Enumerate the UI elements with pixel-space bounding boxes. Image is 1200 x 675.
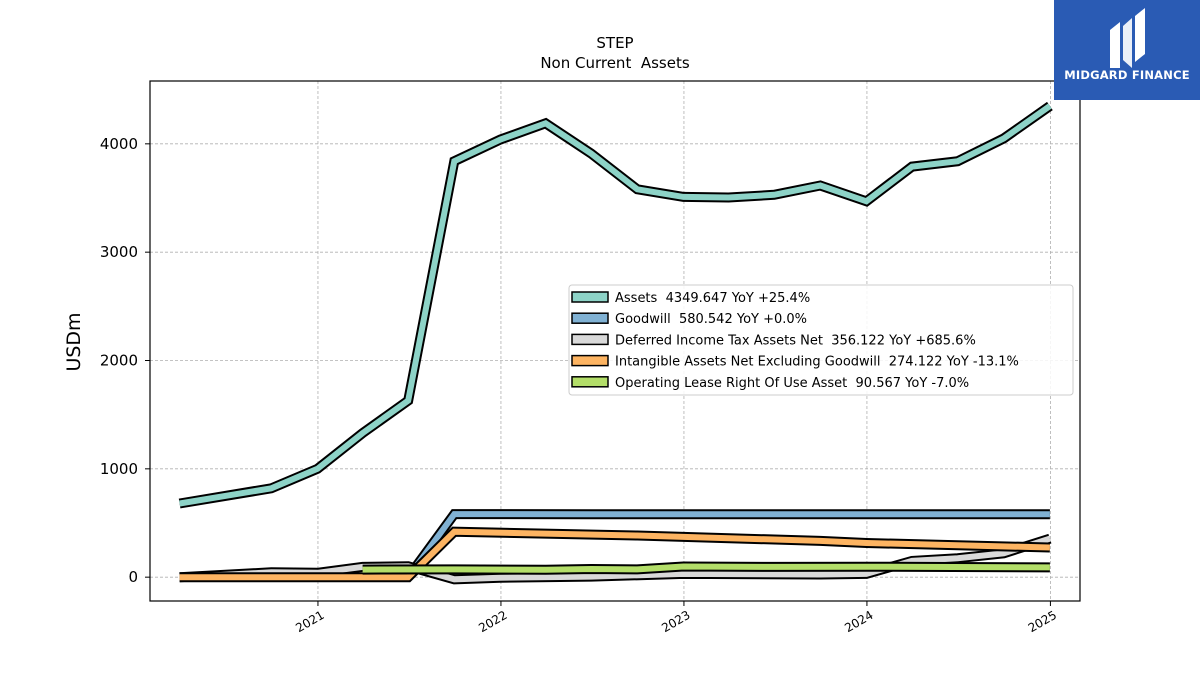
chart-subtitle: Non Current Assets — [540, 54, 690, 72]
y-tick-label: 1000 — [100, 460, 138, 478]
y-tick-label: 3000 — [100, 243, 138, 261]
legend-label: Assets 4349.647 YoY +25.4% — [615, 291, 810, 306]
x-tick-label: 2025 — [1026, 608, 1059, 635]
series-line — [179, 103, 1052, 507]
series-2 — [179, 533, 1052, 585]
legend-label: Deferred Income Tax Assets Net 356.122 Y… — [615, 333, 976, 348]
legend-swatch — [571, 312, 609, 324]
brand-logo: MIDGARD FINANCE — [1054, 0, 1200, 100]
y-tick-label: 0 — [128, 568, 138, 586]
y-axis-label: USDm — [63, 312, 85, 371]
legend-swatch — [571, 376, 609, 388]
series-1 — [404, 509, 1050, 581]
series-0 — [178, 101, 1053, 509]
series-3 — [179, 526, 1051, 583]
brand-mark-icon — [1110, 8, 1145, 68]
brand-name: MIDGARD FINANCE — [1064, 68, 1190, 82]
series-line — [405, 511, 1050, 579]
chart-title: STEP — [596, 34, 633, 52]
legend-swatch — [571, 333, 609, 346]
legend: Assets 4349.647 YoY +25.4% Goodwill 580.5… — [568, 284, 1074, 396]
series-4 — [362, 561, 1050, 575]
x-tick-label: 2023 — [659, 608, 692, 635]
series-line — [179, 535, 1051, 583]
legend-label: Operating Lease Right Of Use Asset 90.56… — [615, 376, 969, 391]
series-layer — [178, 101, 1053, 585]
legend-label: Goodwill 580.542 YoY +0.0% — [615, 312, 807, 327]
legend-box — [568, 284, 1074, 396]
series-line — [362, 563, 1050, 573]
y-tick-label: 4000 — [100, 135, 138, 153]
legend-label: Intangible Assets Net Excluding Goodwill… — [615, 355, 1019, 370]
x-tick-label: 2022 — [476, 608, 509, 635]
axes: 0 1000 2000 3000 4000 2021 2022 2023 2024 2025 — [100, 80, 1081, 635]
series-line — [179, 528, 1050, 581]
x-tick-label: 2024 — [842, 608, 875, 635]
plot-frame — [149, 80, 1081, 602]
y-tick-label: 2000 — [100, 352, 138, 370]
x-tick-label: 2021 — [293, 608, 326, 635]
legend-swatch — [571, 291, 609, 303]
legend-swatch — [571, 354, 609, 367]
